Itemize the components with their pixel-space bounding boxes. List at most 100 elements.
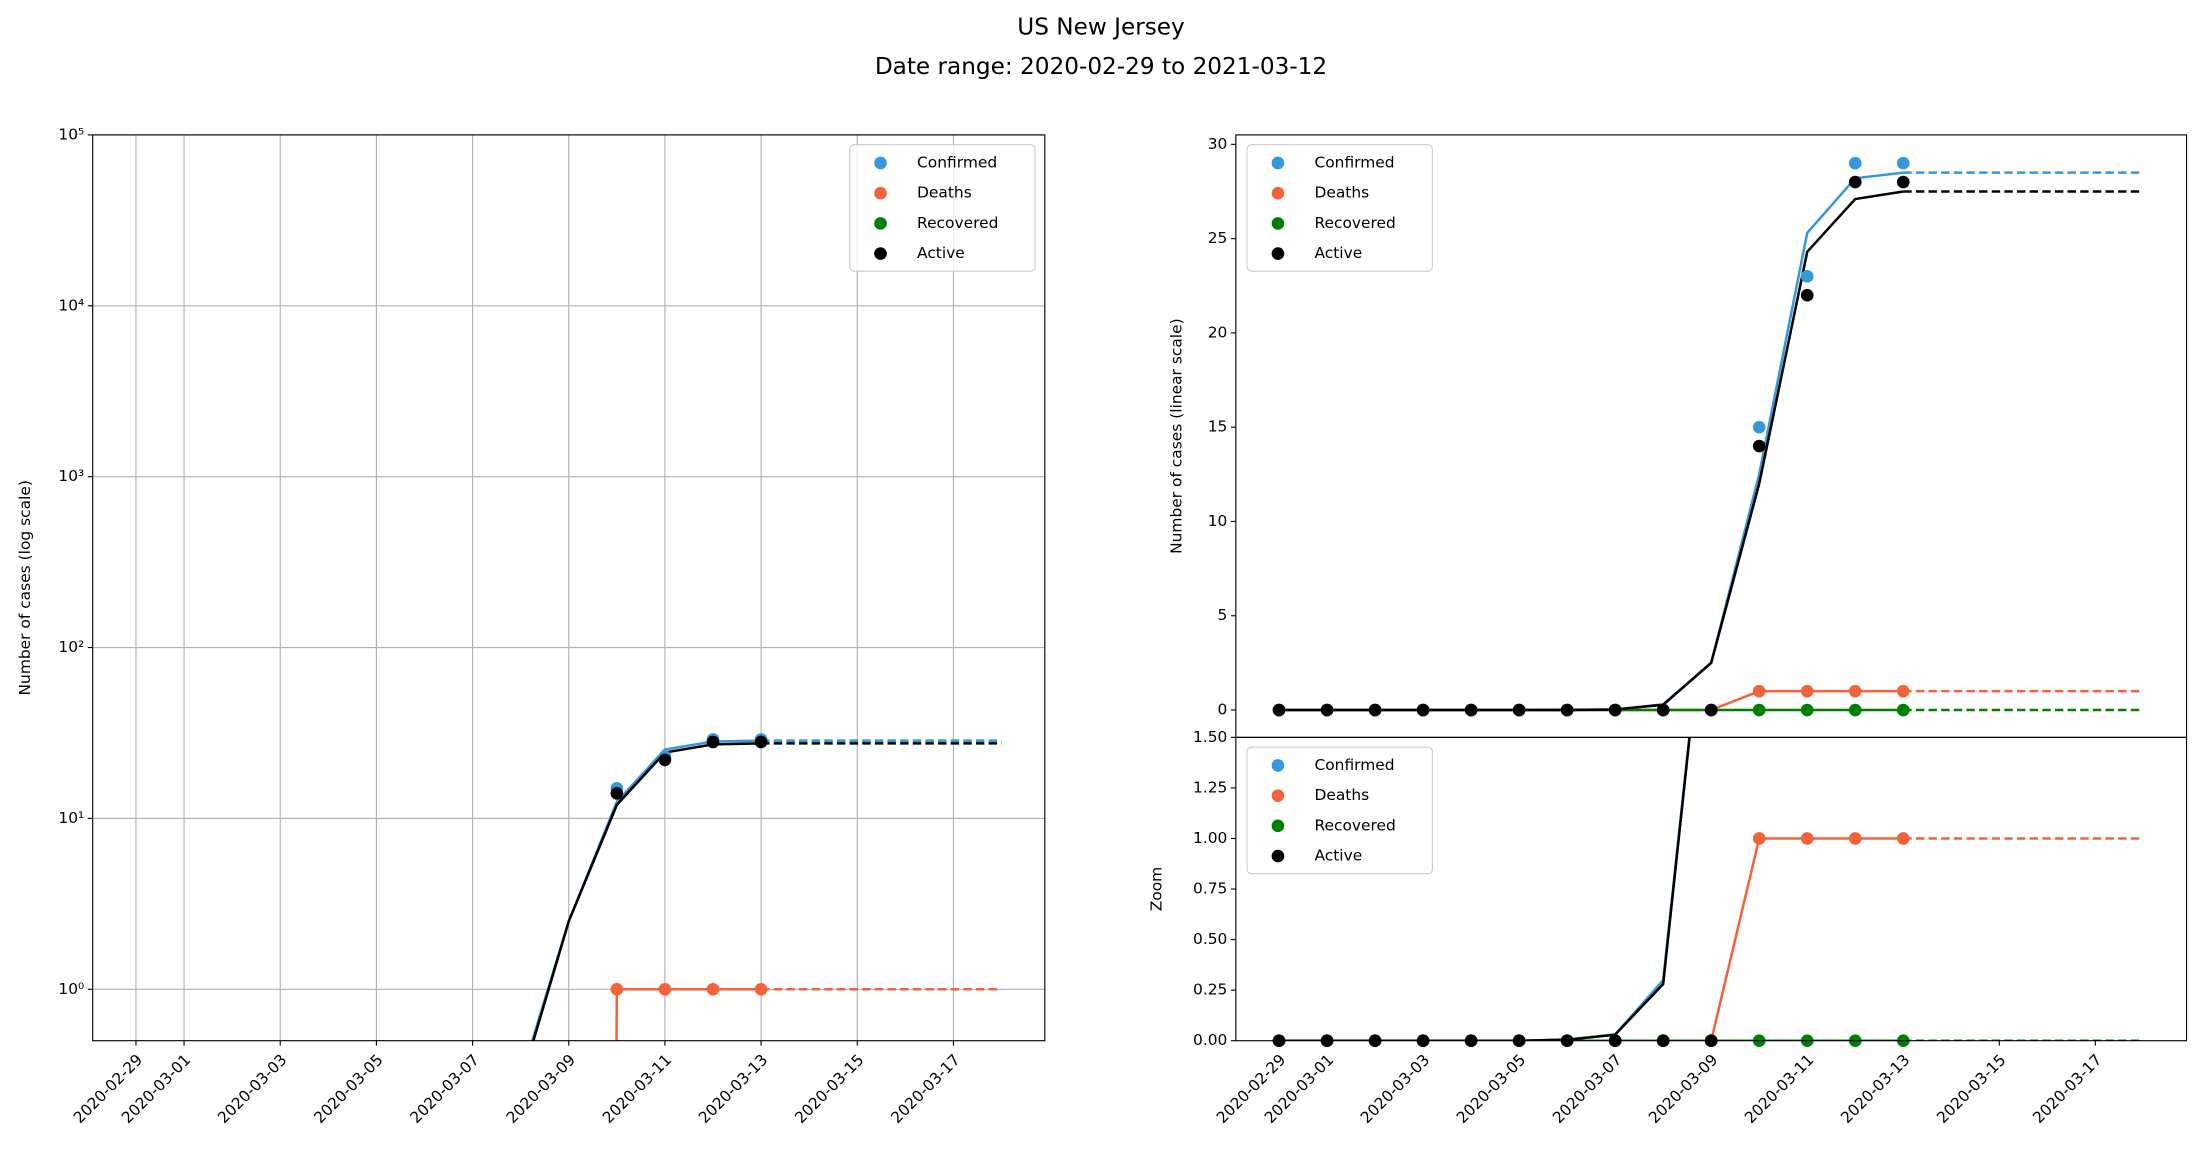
data-point xyxy=(754,735,768,749)
legend: Confirmed Deaths Recovered Active xyxy=(1246,746,1433,875)
legend-label: Deaths xyxy=(917,184,972,202)
fit-line xyxy=(530,739,762,1041)
legend-marker xyxy=(1271,186,1285,200)
legend-label: Confirmed xyxy=(917,153,997,171)
y-tick-label: 1.00 xyxy=(1193,829,1227,847)
data-point xyxy=(754,982,768,996)
x-tick-label: 2020-03-13 xyxy=(695,1051,771,1127)
x-tick-label: 2020-03-07 xyxy=(1549,1051,1625,1127)
y-tick-label: 0.75 xyxy=(1193,880,1227,898)
legend: Confirmed Deaths Recovered Active xyxy=(849,144,1036,272)
legend-marker xyxy=(874,217,887,230)
axes-frame xyxy=(1235,736,2188,1042)
data-point xyxy=(1896,156,1910,170)
data-point xyxy=(658,753,672,767)
legend-label: Recovered xyxy=(917,214,998,232)
data-point xyxy=(610,787,624,800)
y-tick-label: 10⁵ xyxy=(58,125,84,143)
data-point xyxy=(1896,175,1910,189)
y-tick-label: 10² xyxy=(58,638,84,656)
y-axis-label: Zoom xyxy=(1148,867,1166,912)
data-point xyxy=(1896,832,1910,845)
legend: Confirmed Deaths Recovered Active xyxy=(1246,144,1433,272)
x-tick-label: 2020-03-17 xyxy=(2029,1051,2105,1127)
legend-marker xyxy=(1271,247,1285,260)
y-axis-label: Number of cases (linear scale) xyxy=(1167,318,1185,554)
y-tick-label: 10³ xyxy=(58,467,84,485)
data-point xyxy=(1320,703,1334,717)
data-point xyxy=(706,735,720,749)
data-point xyxy=(1848,684,1862,698)
y-tick-label: 0.00 xyxy=(1193,1031,1227,1049)
legend-marker xyxy=(1271,156,1285,170)
data-point xyxy=(1848,832,1862,845)
legend-label: Deaths xyxy=(1314,184,1369,202)
data-point xyxy=(610,982,624,996)
y-tick-label: 0.25 xyxy=(1193,981,1227,999)
legend-label: Confirmed xyxy=(1314,153,1394,171)
data-point xyxy=(1800,832,1814,845)
data-point xyxy=(1752,832,1766,845)
x-tick-label: 2020-03-15 xyxy=(791,1051,867,1127)
data-point xyxy=(1752,684,1766,698)
data-point xyxy=(1752,420,1766,434)
x-tick-label: 2020-03-11 xyxy=(1741,1051,1817,1127)
fit-line xyxy=(1279,737,1691,1041)
data-point xyxy=(1800,703,1814,717)
y-tick-label: 1.50 xyxy=(1193,728,1227,746)
y-tick-label: 30 xyxy=(1208,135,1228,153)
data-point xyxy=(1848,156,1862,170)
legend-label: Confirmed xyxy=(1314,756,1394,774)
data-point xyxy=(1752,703,1766,717)
data-point xyxy=(1896,703,1910,717)
data-point xyxy=(1560,703,1574,717)
legend-marker xyxy=(1271,759,1285,772)
data-point xyxy=(1464,703,1478,717)
axes-frame xyxy=(92,134,1046,1042)
fit-line xyxy=(1279,837,1904,1041)
legend-label: Deaths xyxy=(1314,786,1369,804)
x-tick-label: 2020-03-05 xyxy=(310,1051,386,1127)
y-tick-label: 10¹ xyxy=(58,809,84,827)
legend-marker xyxy=(874,247,887,260)
y-tick-label: 1.25 xyxy=(1193,778,1227,796)
figure-subtitle: Date range: 2020-02-29 to 2021-03-12 xyxy=(875,53,1327,80)
legend-label: Active xyxy=(1314,244,1362,262)
legend-label: Active xyxy=(917,244,965,262)
legend-box xyxy=(1246,144,1433,272)
data-point xyxy=(1512,703,1526,717)
x-tick-label: 2020-03-03 xyxy=(1357,1051,1433,1127)
legend-marker xyxy=(1271,849,1285,863)
y-tick-label: 0 xyxy=(1218,701,1228,719)
x-tick-label: 2020-03-09 xyxy=(1645,1051,1721,1127)
data-point xyxy=(1800,288,1814,302)
data-point xyxy=(1848,703,1862,717)
data-point xyxy=(1800,270,1814,283)
x-tick-label: 2020-03-13 xyxy=(1837,1051,1913,1127)
legend-marker xyxy=(874,156,887,170)
data-point xyxy=(1704,703,1718,717)
x-tick-label: 2020-03-15 xyxy=(1933,1051,2009,1127)
plot-area xyxy=(530,739,1002,1041)
data-point xyxy=(1656,703,1670,717)
x-tick-label: 2020-03-11 xyxy=(599,1051,675,1127)
plot-area xyxy=(1279,171,2144,712)
data-point xyxy=(1896,684,1910,698)
y-tick-label: 10 xyxy=(1208,512,1228,530)
legend-marker xyxy=(1271,789,1285,802)
y-tick-label: 15 xyxy=(1208,418,1228,436)
data-point xyxy=(1752,439,1766,453)
data-point xyxy=(1608,703,1622,717)
x-tick-label: 2020-03-07 xyxy=(407,1051,483,1127)
legend-box xyxy=(1246,746,1433,875)
legend-marker xyxy=(1271,819,1285,833)
legend-label: Recovered xyxy=(1314,816,1395,834)
data-point xyxy=(1368,703,1382,717)
fit-line xyxy=(615,988,762,1041)
data-point xyxy=(658,982,672,996)
data-point xyxy=(1800,684,1814,698)
y-tick-label: 25 xyxy=(1208,229,1228,247)
y-tick-label: 5 xyxy=(1218,606,1228,624)
